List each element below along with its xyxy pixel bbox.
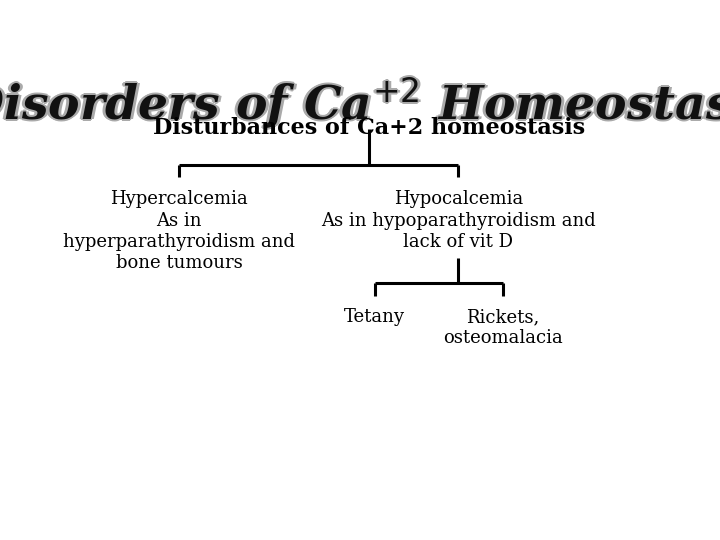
- Text: Rickets,
osteomalacia: Rickets, osteomalacia: [443, 308, 563, 347]
- Text: Hypocalcemia: Hypocalcemia: [394, 190, 523, 207]
- Text: Disturbances of Ca+2 homeostasis: Disturbances of Ca+2 homeostasis: [153, 117, 585, 139]
- Text: Disorders of Ca$^{+2}$ Homeostasis: Disorders of Ca$^{+2}$ Homeostasis: [0, 77, 720, 132]
- Text: Disorders of Ca$^{+2}$ Homeostasis: Disorders of Ca$^{+2}$ Homeostasis: [0, 75, 720, 131]
- Text: Hypercalcemia: Hypercalcemia: [110, 190, 248, 207]
- Text: As in hypoparathyroidism and
lack of vit D: As in hypoparathyroidism and lack of vit…: [321, 212, 595, 251]
- Text: Disorders of Ca$^{+2}$ Homeostasis: Disorders of Ca$^{+2}$ Homeostasis: [0, 75, 720, 131]
- Text: Disorders of Ca$^{+2}$ Homeostasis: Disorders of Ca$^{+2}$ Homeostasis: [0, 75, 720, 131]
- Text: Disorders of Ca$^{+2}$ Homeostasis: Disorders of Ca$^{+2}$ Homeostasis: [0, 73, 720, 129]
- Text: Disorders of Ca$^{+2}$ Homeostasis: Disorders of Ca$^{+2}$ Homeostasis: [0, 77, 720, 133]
- Text: Disorders of Ca$^{+2}$ Homeostasis: Disorders of Ca$^{+2}$ Homeostasis: [0, 74, 720, 130]
- Text: Disorders of Ca$^{+2}$ Homeostasis: Disorders of Ca$^{+2}$ Homeostasis: [0, 77, 720, 132]
- Text: As in
hyperparathyroidism and
bone tumours: As in hyperparathyroidism and bone tumou…: [63, 212, 295, 272]
- Text: Tetany: Tetany: [344, 308, 405, 326]
- Text: Disorders of Ca$^{+2}$ Homeostasis: Disorders of Ca$^{+2}$ Homeostasis: [0, 74, 720, 130]
